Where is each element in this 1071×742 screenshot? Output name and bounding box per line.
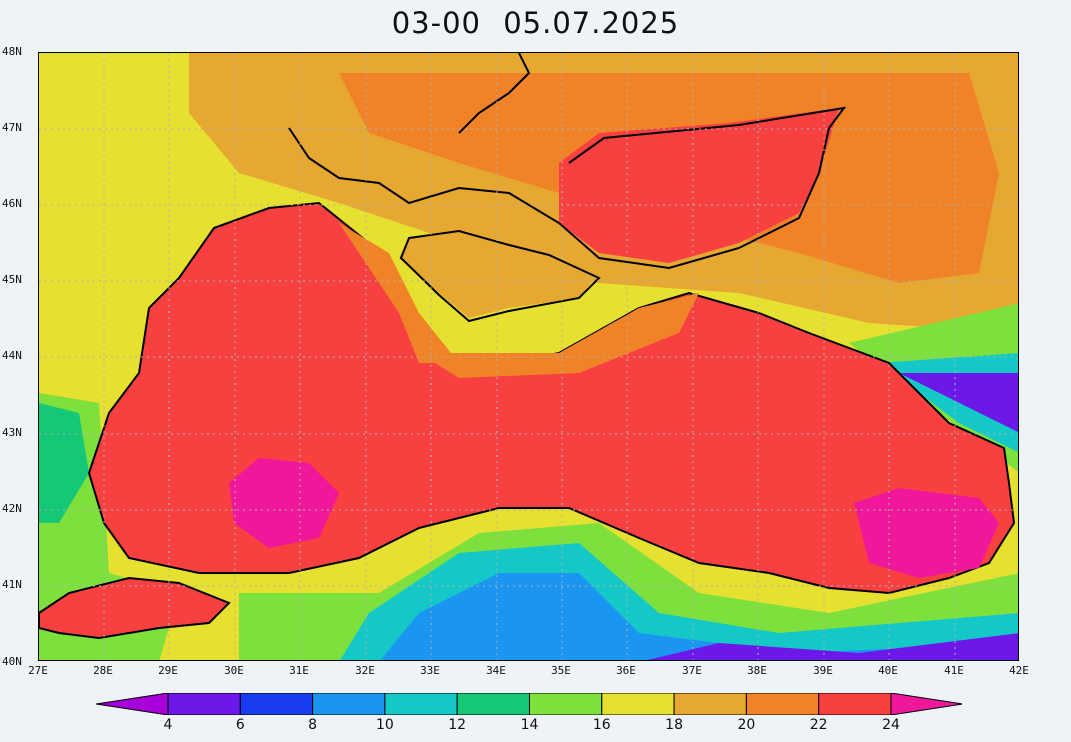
lon-label: 29E	[158, 664, 178, 677]
colorbar-segment	[167, 693, 241, 715]
colorbar-segment	[601, 693, 675, 715]
colorbar-segment	[456, 693, 531, 715]
lon-label: 37E	[682, 664, 702, 677]
east-purple-zone	[899, 373, 1018, 433]
lat-label: 47N	[2, 121, 22, 134]
colorbar-label: 14	[520, 717, 539, 733]
colorbar-label: 12	[448, 717, 467, 733]
sea-of-marmara	[39, 576, 231, 640]
lon-label: 42E	[1009, 664, 1029, 677]
lat-label: 42N	[2, 502, 22, 515]
map-canvas	[39, 53, 1018, 660]
lon-label: 38E	[747, 664, 767, 677]
lat-label: 46N	[2, 197, 22, 210]
colorbar-segment	[745, 693, 820, 715]
colorbar-label: 22	[809, 717, 828, 733]
south-purple-band	[647, 633, 1018, 660]
lat-label: 48N	[2, 45, 22, 58]
colorbar-label: 18	[665, 717, 684, 733]
colorbar-label: 4	[163, 717, 173, 733]
colorbar-segment	[239, 693, 314, 715]
colorbar-label: 10	[375, 717, 394, 733]
lat-label: 45N	[2, 273, 22, 286]
lon-label: 30E	[224, 664, 244, 677]
crimea-coastline	[399, 229, 601, 323]
colorbar-label: 6	[235, 717, 245, 733]
colorbar-label: 8	[308, 717, 318, 733]
lat-label: 41N	[2, 578, 22, 591]
lat-label: 40N	[2, 655, 22, 668]
title-time: 03-00	[391, 6, 481, 40]
colorbar-segment	[312, 693, 386, 715]
lon-label: 36E	[616, 664, 636, 677]
dnieper-coastline	[458, 53, 531, 134]
map-title: 03-00 05.07.2025	[0, 6, 1071, 40]
colorbar	[96, 693, 962, 715]
colorbar-label: 16	[592, 717, 611, 733]
shelf-orange	[339, 223, 459, 363]
azov-coastline	[288, 106, 847, 270]
colorbar-segment	[529, 693, 603, 715]
lon-label: 32E	[355, 664, 375, 677]
colorbar-label: 24	[882, 717, 900, 733]
lon-label: 27E	[28, 664, 48, 677]
sea-temperature-map	[38, 52, 1019, 661]
colorbar-min-arrow	[96, 693, 169, 715]
crimea-peninsula	[399, 228, 599, 318]
colorbar-max-arrow	[890, 693, 962, 715]
colorbar-label: 20	[737, 717, 756, 733]
lon-label: 33E	[420, 664, 440, 677]
lon-label: 40E	[878, 664, 898, 677]
west-teal-zone	[39, 403, 89, 523]
lon-label: 28E	[93, 664, 113, 677]
south-blue-band	[380, 573, 1018, 660]
west-hotspot	[229, 458, 339, 548]
azov-sea	[559, 108, 839, 263]
title-date: 05.07.2025	[503, 6, 680, 40]
colorbar-segment	[673, 693, 747, 715]
grid-lines	[39, 53, 1018, 660]
lat-label: 44N	[2, 349, 22, 362]
colorbar-segment	[818, 693, 892, 715]
lon-label: 41E	[944, 664, 964, 677]
lon-label: 39E	[813, 664, 833, 677]
lon-label: 34E	[486, 664, 506, 677]
lon-label: 31E	[289, 664, 309, 677]
lon-label: 35E	[551, 664, 571, 677]
east-hotspot	[854, 488, 999, 578]
lat-label: 43N	[2, 426, 22, 439]
colorbar-segment	[384, 693, 458, 715]
